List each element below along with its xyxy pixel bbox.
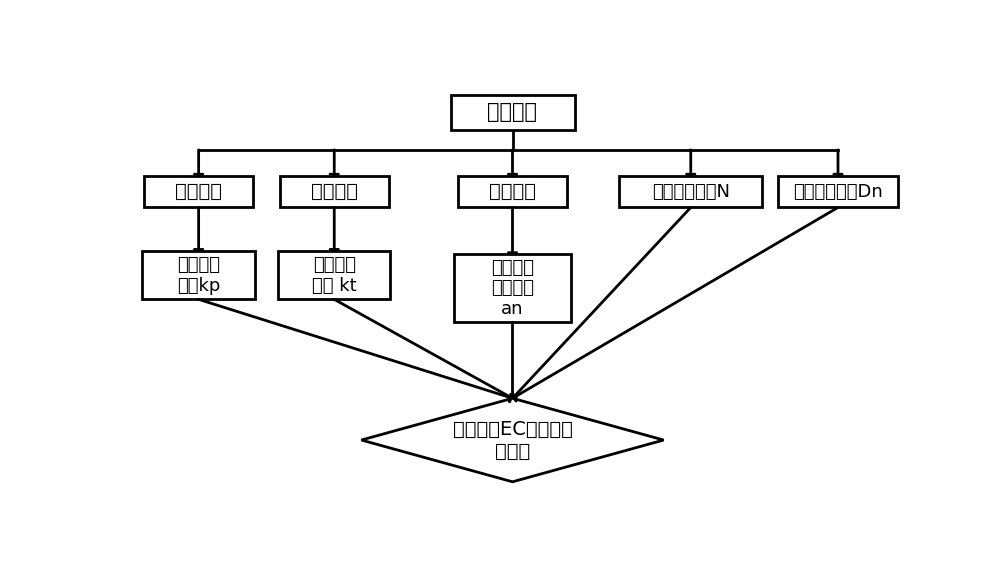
Text: 模块风机转速Dn: 模块风机转速Dn: [793, 183, 883, 200]
Bar: [619, 176, 762, 207]
Text: 模块序号: 模块序号: [489, 182, 536, 201]
Text: 计算功率
系数kp: 计算功率 系数kp: [177, 256, 220, 295]
Bar: [778, 176, 898, 207]
Bar: [450, 95, 574, 130]
Text: 模块在线数量N: 模块在线数量N: [652, 183, 730, 200]
Bar: [142, 251, 255, 299]
Text: 充电开始: 充电开始: [488, 102, 538, 123]
Text: 需求功率: 需求功率: [175, 182, 222, 201]
Bar: [280, 176, 388, 207]
Bar: [454, 254, 571, 323]
Text: 计算温度
系数 kt: 计算温度 系数 kt: [312, 256, 357, 295]
Text: 环境温度: 环境温度: [311, 182, 358, 201]
Bar: [458, 176, 567, 207]
Polygon shape: [361, 399, 664, 482]
Text: 计算系统EC风机转速
百分比: 计算系统EC风机转速 百分比: [453, 420, 572, 461]
Bar: [144, 176, 253, 207]
Text: 计算模块
发热权重
an: 计算模块 发热权重 an: [491, 259, 534, 318]
Bar: [278, 251, 390, 299]
